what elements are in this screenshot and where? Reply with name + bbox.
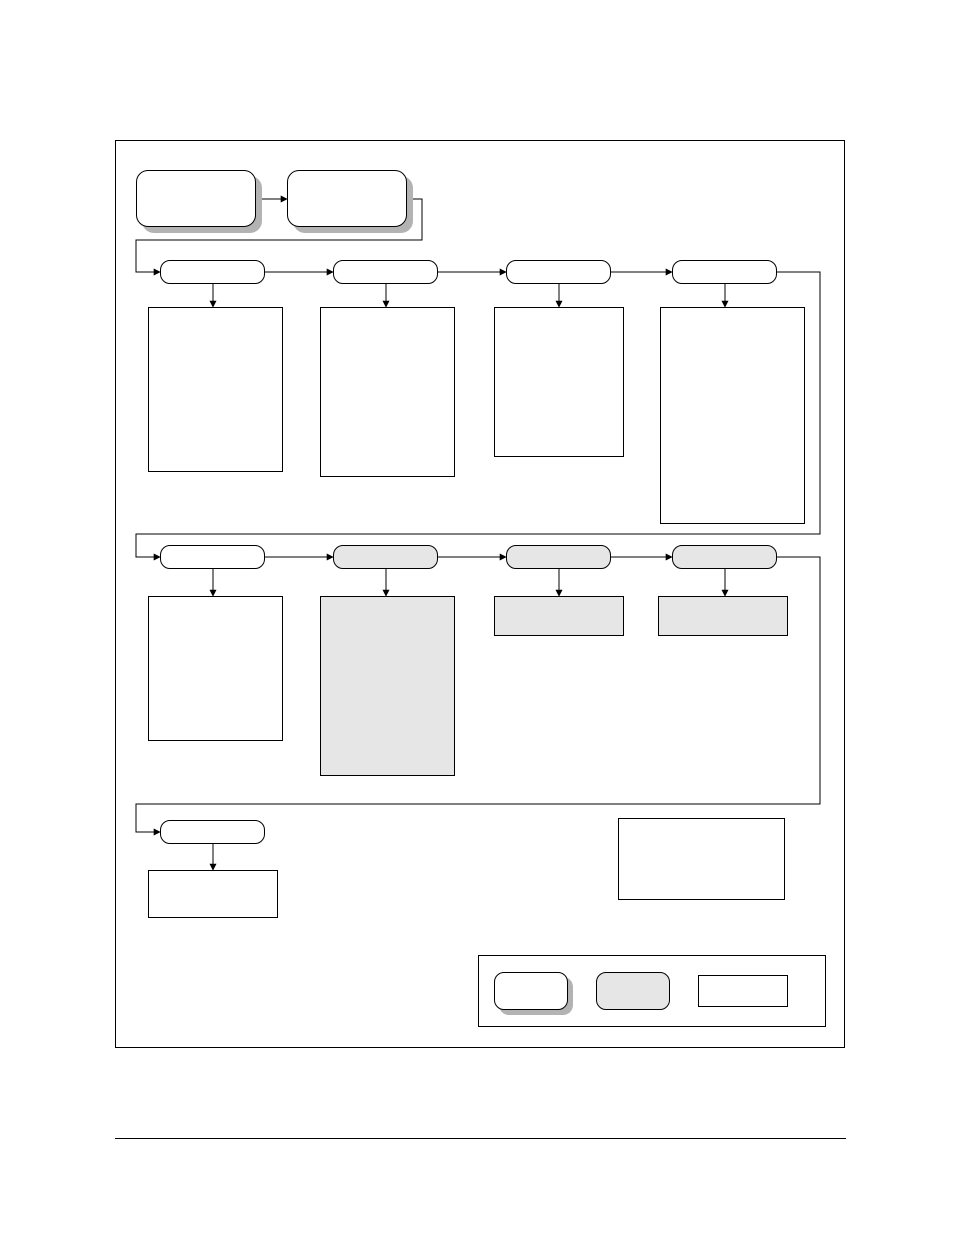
row3-side-box (618, 818, 785, 900)
top-node-b (287, 170, 413, 233)
row2-pill-3 (506, 545, 611, 569)
footer-rule (115, 1138, 846, 1139)
row3-box-1 (148, 870, 278, 918)
row2-pill-4 (672, 545, 777, 569)
row2-pill-1 (160, 545, 265, 569)
row1-box-1 (148, 307, 283, 472)
row1-box-3 (494, 307, 624, 457)
row1-pill-1 (160, 260, 265, 284)
legend-item-pill-grey (596, 972, 670, 1010)
legend-item-rect (698, 975, 788, 1007)
row1-box-4 (660, 307, 805, 524)
row2-box-1 (148, 596, 283, 741)
top-node-a (136, 170, 262, 233)
row2-box-4 (658, 596, 788, 636)
page (0, 0, 954, 1235)
row1-pill-2 (333, 260, 438, 284)
row2-pill-2 (333, 545, 438, 569)
row3-pill-1 (160, 820, 265, 844)
row1-box-2 (320, 307, 455, 477)
row1-pill-3 (506, 260, 611, 284)
row2-box-2 (320, 596, 455, 776)
row2-box-3 (494, 596, 624, 636)
row1-pill-4 (672, 260, 777, 284)
legend-item-rounded-shadow (494, 972, 573, 1015)
